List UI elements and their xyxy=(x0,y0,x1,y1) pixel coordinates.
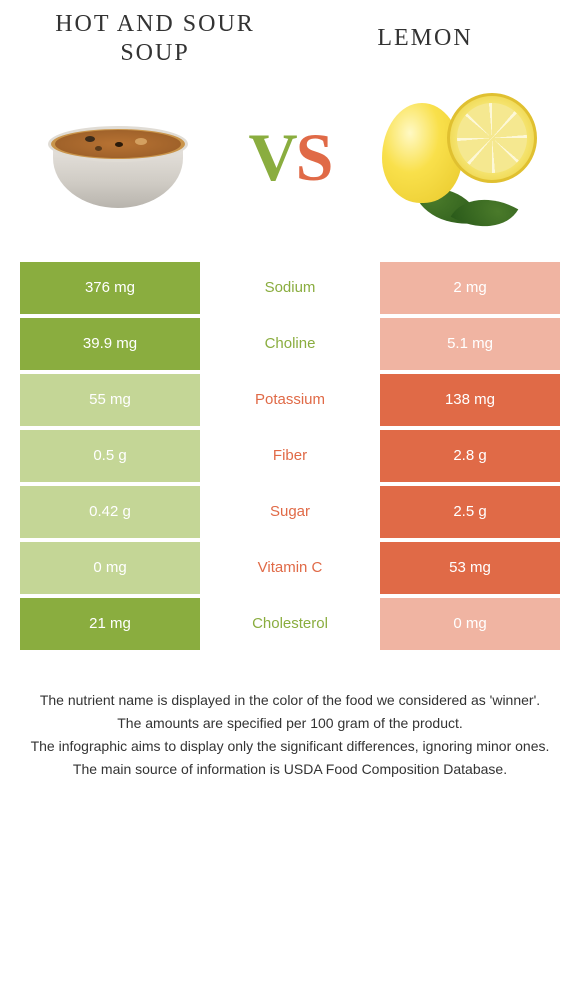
nutrient-value-right: 0 mg xyxy=(380,598,560,650)
table-row: 0.5 gFiber2.8 g xyxy=(20,426,560,482)
header: Hot and Sour Soup Lemon xyxy=(0,0,580,68)
nutrient-value-left: 376 mg xyxy=(20,262,200,314)
nutrient-name: Choline xyxy=(200,318,380,370)
nutrient-name: Fiber xyxy=(200,430,380,482)
footer-line: The main source of information is USDA F… xyxy=(20,759,560,780)
footer-line: The amounts are specified per 100 gram o… xyxy=(20,713,560,734)
nutrient-name: Sugar xyxy=(200,486,380,538)
food-title-right: Lemon xyxy=(325,24,525,53)
table-row: 0.42 gSugar2.5 g xyxy=(20,482,560,538)
table-row: 55 mgPotassium138 mg xyxy=(20,370,560,426)
nutrient-value-right: 2 mg xyxy=(380,262,560,314)
images-row: VS xyxy=(0,68,580,258)
table-row: 376 mgSodium2 mg xyxy=(20,258,560,314)
nutrient-value-left: 39.9 mg xyxy=(20,318,200,370)
nutrient-value-left: 55 mg xyxy=(20,374,200,426)
lemon-icon xyxy=(377,83,547,233)
nutrient-value-right: 138 mg xyxy=(380,374,560,426)
table-row: 21 mgCholesterol0 mg xyxy=(20,594,560,650)
food-image-left xyxy=(33,88,203,228)
nutrient-value-right: 5.1 mg xyxy=(380,318,560,370)
nutrient-table: 376 mgSodium2 mg39.9 mgCholine5.1 mg55 m… xyxy=(20,258,560,650)
nutrient-value-right: 2.8 g xyxy=(380,430,560,482)
nutrient-value-left: 21 mg xyxy=(20,598,200,650)
nutrient-value-right: 53 mg xyxy=(380,542,560,594)
nutrient-name: Vitamin C xyxy=(200,542,380,594)
soup-bowl-icon xyxy=(43,108,193,208)
table-row: 0 mgVitamin C53 mg xyxy=(20,538,560,594)
nutrient-name: Cholesterol xyxy=(200,598,380,650)
food-image-right xyxy=(377,88,547,228)
food-title-left: Hot and Sour Soup xyxy=(55,10,255,68)
nutrient-value-right: 2.5 g xyxy=(380,486,560,538)
nutrient-name: Potassium xyxy=(200,374,380,426)
footer-line: The nutrient name is displayed in the co… xyxy=(20,690,560,711)
footer-line: The infographic aims to display only the… xyxy=(20,736,560,757)
nutrient-value-left: 0.5 g xyxy=(20,430,200,482)
nutrient-name: Sodium xyxy=(200,262,380,314)
nutrient-value-left: 0.42 g xyxy=(20,486,200,538)
footer-notes: The nutrient name is displayed in the co… xyxy=(0,650,580,780)
table-row: 39.9 mgCholine5.1 mg xyxy=(20,314,560,370)
vs-label: VS xyxy=(249,118,332,197)
nutrient-value-left: 0 mg xyxy=(20,542,200,594)
